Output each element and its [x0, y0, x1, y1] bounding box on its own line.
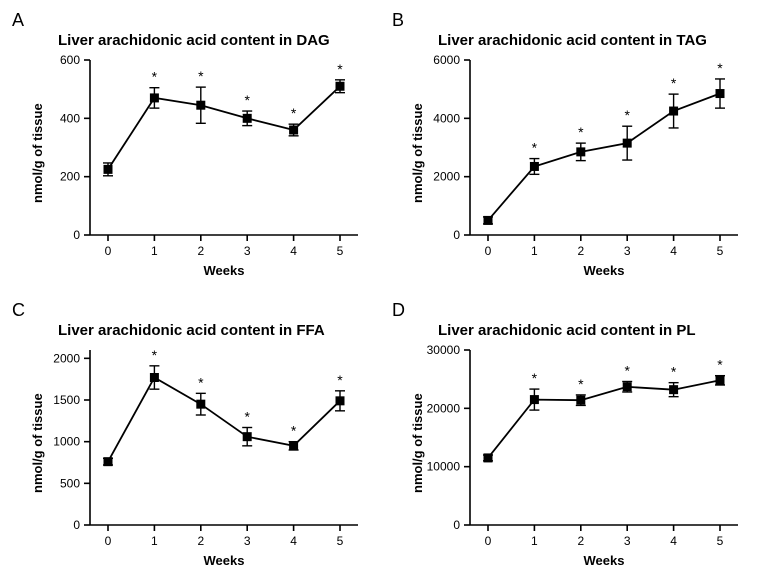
svg-text:0: 0 — [485, 534, 492, 548]
svg-text:1: 1 — [531, 534, 538, 548]
panel-D: DLiver arachidonic acid content in PLnmo… — [390, 300, 750, 580]
svg-text:*: * — [337, 61, 343, 77]
svg-text:0: 0 — [73, 228, 80, 242]
svg-text:400: 400 — [60, 111, 80, 125]
chart-D: 0 10000 20000 30000 0 1 2 3 4 5 * * * * * — [390, 300, 750, 580]
svg-text:*: * — [624, 107, 630, 123]
svg-text:*: * — [532, 370, 538, 386]
svg-text:5: 5 — [717, 534, 724, 548]
svg-text:200: 200 — [60, 170, 80, 184]
svg-text:0: 0 — [73, 518, 80, 532]
svg-text:0: 0 — [453, 228, 460, 242]
svg-text:*: * — [291, 105, 297, 121]
svg-text:0: 0 — [105, 534, 112, 548]
svg-text:*: * — [337, 372, 343, 388]
svg-text:1: 1 — [151, 534, 158, 548]
chart-A: 0 200 400 600 0 1 2 3 4 5 * * * * * — [10, 10, 370, 290]
figure-page: ALiver arachidonic acid content in DAGnm… — [0, 0, 759, 584]
svg-text:3: 3 — [624, 244, 631, 258]
svg-text:*: * — [198, 374, 204, 390]
svg-text:10000: 10000 — [427, 460, 461, 474]
svg-text:6000: 6000 — [433, 53, 460, 67]
svg-text:5: 5 — [337, 244, 344, 258]
svg-text:0: 0 — [453, 518, 460, 532]
svg-text:4: 4 — [290, 534, 297, 548]
svg-text:3: 3 — [244, 534, 251, 548]
svg-text:*: * — [671, 75, 677, 91]
svg-text:*: * — [578, 376, 584, 392]
svg-text:*: * — [578, 124, 584, 140]
svg-text:*: * — [717, 357, 723, 373]
svg-text:4000: 4000 — [433, 111, 460, 125]
svg-text:*: * — [198, 68, 204, 84]
svg-text:4: 4 — [670, 244, 677, 258]
svg-text:600: 600 — [60, 53, 80, 67]
svg-text:500: 500 — [60, 476, 80, 490]
svg-text:2: 2 — [197, 244, 204, 258]
svg-text:1: 1 — [151, 244, 158, 258]
svg-text:5: 5 — [717, 244, 724, 258]
chart-C: 0 500 1000 1500 2000 0 1 2 3 4 5 * * * * * — [10, 300, 370, 580]
svg-text:2: 2 — [577, 244, 584, 258]
svg-text:*: * — [671, 364, 677, 380]
svg-text:1500: 1500 — [53, 393, 80, 407]
svg-text:*: * — [152, 347, 158, 363]
panel-C: CLiver arachidonic acid content in FFAnm… — [10, 300, 370, 580]
svg-text:2000: 2000 — [433, 170, 460, 184]
svg-text:5: 5 — [337, 534, 344, 548]
svg-text:0: 0 — [105, 244, 112, 258]
svg-text:*: * — [291, 423, 297, 439]
svg-text:2000: 2000 — [53, 351, 80, 365]
svg-text:4: 4 — [290, 244, 297, 258]
svg-text:2: 2 — [577, 534, 584, 548]
svg-text:4: 4 — [670, 534, 677, 548]
svg-text:1: 1 — [531, 244, 538, 258]
svg-text:*: * — [152, 69, 158, 85]
chart-B: 0 2000 4000 6000 0 1 2 3 4 5 * * * * * — [390, 10, 750, 290]
svg-text:1000: 1000 — [53, 435, 80, 449]
svg-text:*: * — [244, 409, 250, 425]
svg-text:0: 0 — [485, 244, 492, 258]
svg-text:*: * — [624, 363, 630, 379]
svg-text:3: 3 — [624, 534, 631, 548]
svg-text:30000: 30000 — [427, 343, 461, 357]
panel-B: BLiver arachidonic acid content in TAGnm… — [390, 10, 750, 290]
svg-text:20000: 20000 — [427, 401, 461, 415]
svg-text:*: * — [244, 92, 250, 108]
panel-A: ALiver arachidonic acid content in DAGnm… — [10, 10, 370, 290]
svg-text:*: * — [717, 60, 723, 76]
svg-text:*: * — [532, 140, 538, 156]
svg-text:3: 3 — [244, 244, 251, 258]
svg-text:2: 2 — [197, 534, 204, 548]
